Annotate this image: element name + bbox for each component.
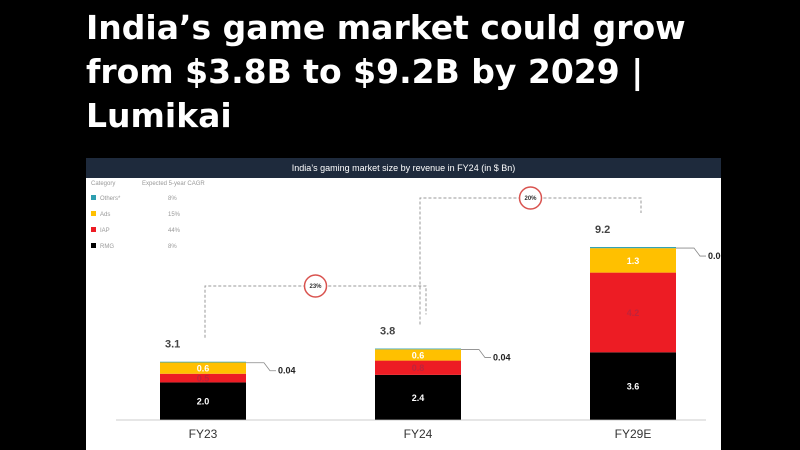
- bar-ads-fy24: [375, 349, 461, 361]
- bar-rmg-fy24: [375, 374, 461, 420]
- label-ads-fy24: 0.6: [412, 350, 425, 360]
- total-label-fy29e: 9.2: [595, 224, 610, 236]
- bar-others-fy24: [375, 348, 461, 350]
- x-tick-fy24: FY24: [404, 427, 433, 441]
- chart-title-bar: [86, 158, 721, 178]
- legend-swatch-0: [91, 195, 96, 200]
- growth-circle-1: [518, 186, 543, 210]
- others-callout-line-fy23: [246, 362, 276, 372]
- legend-header-category: Category: [91, 181, 115, 187]
- legend-label-0: Others*: [100, 196, 121, 202]
- bar-iap-fy23: [160, 373, 246, 383]
- headline: India’s game market could grow from $3.8…: [86, 6, 786, 138]
- legend-cagr-0: 8%: [168, 196, 177, 202]
- chart-title: India’s gaming market size by revenue in…: [291, 163, 516, 173]
- bar-ads-fy23: [160, 362, 246, 374]
- bar-rmg-fy23: [160, 382, 246, 420]
- label-iap-fy24: 0.8: [412, 363, 425, 373]
- growth-label-1: 20%: [524, 196, 537, 202]
- label-iap-fy23: 0.5: [197, 374, 210, 384]
- label-rmg-fy23: 2.0: [197, 397, 210, 407]
- others-callout-fy24: 0.04: [493, 353, 511, 363]
- legend-header-cagr: Expected 5-year CAGR: [142, 181, 205, 187]
- total-label-fy23: 3.1: [165, 339, 180, 351]
- chart-panel: India’s gaming market size by revenue in…: [86, 158, 721, 450]
- label-rmg-fy29e: 3.6: [627, 382, 640, 392]
- others-callout-fy23: 0.04: [278, 366, 296, 376]
- legend-label-3: RMG: [100, 244, 114, 250]
- label-rmg-fy24: 2.4: [412, 393, 425, 403]
- total-label-fy24: 3.8: [380, 326, 395, 338]
- stacked-bar-chart: Category Expected 5-year CAGR Others* 8% Ads…: [91, 181, 721, 441]
- headline-line-3: Lumikai: [86, 96, 232, 135]
- bar-ads-fy29e: [590, 248, 676, 273]
- growth-circle-0: [303, 274, 328, 298]
- growth-label-0: 23%: [309, 284, 322, 290]
- headline-line-2: from $3.8B to $9.2B by 2029 |: [86, 52, 644, 91]
- legend-cagr-3: 8%: [168, 244, 177, 250]
- x-tick-fy23: FY23: [189, 427, 218, 441]
- label-ads-fy29e: 1.3: [627, 256, 640, 266]
- legend-swatch-1: [91, 211, 96, 216]
- legend-label-1: Ads: [100, 212, 110, 218]
- others-callout-line-fy24: [461, 349, 491, 358]
- headline-line-1: India’s game market could grow: [86, 8, 686, 47]
- legend-swatch-3: [91, 243, 96, 248]
- label-iap-fy29e: 4.2: [627, 308, 640, 318]
- others-callout-fy29e: 0.06: [708, 251, 721, 261]
- bar-iap-fy24: [375, 360, 461, 375]
- bar-others-fy23: [160, 361, 246, 363]
- others-callout-line-fy29e: [676, 247, 706, 257]
- legend-cagr-1: 15%: [168, 212, 181, 218]
- x-tick-fy29e: FY29E: [615, 427, 652, 441]
- bar-rmg-fy29e: [590, 352, 676, 420]
- legend-cagr-2: 44%: [168, 228, 181, 234]
- label-ads-fy23: 0.6: [197, 364, 210, 374]
- legend-label-2: IAP: [100, 228, 110, 234]
- bar-others-fy29e: [590, 247, 676, 249]
- bar-iap-fy29e: [590, 272, 676, 353]
- legend-swatch-2: [91, 227, 96, 232]
